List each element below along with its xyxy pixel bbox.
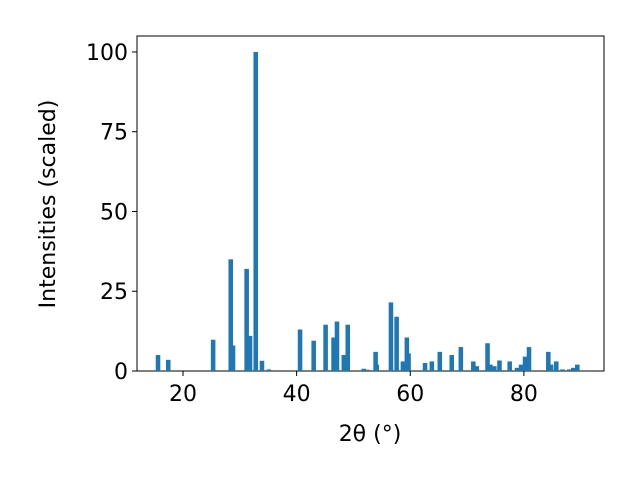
bar — [406, 353, 411, 371]
bar — [297, 329, 303, 371]
bar — [422, 363, 428, 371]
bar — [497, 360, 502, 371]
bar — [518, 364, 524, 371]
y-tick-label: 100 — [86, 41, 128, 66]
y-tick-label: 50 — [100, 200, 128, 225]
bar — [323, 324, 328, 371]
bar — [228, 259, 234, 371]
bar — [374, 364, 380, 371]
bar — [373, 351, 378, 371]
bar — [548, 364, 554, 371]
bar — [575, 364, 580, 371]
bar — [474, 366, 480, 371]
bar — [388, 302, 394, 371]
bar — [165, 359, 171, 371]
bar — [247, 335, 253, 371]
bar — [253, 51, 259, 371]
bar — [492, 366, 497, 371]
bar — [230, 345, 236, 371]
bar — [334, 321, 340, 371]
y-axis-label: Intensities (scaled) — [36, 100, 61, 309]
x-tick-label: 40 — [283, 382, 311, 407]
bar — [514, 367, 520, 371]
bar — [546, 351, 551, 371]
bar — [560, 369, 565, 371]
bar — [507, 361, 512, 371]
bar — [400, 361, 406, 371]
bar — [554, 361, 559, 371]
bar — [526, 347, 532, 371]
bar — [522, 356, 528, 371]
bar — [365, 369, 370, 371]
bar — [311, 340, 316, 371]
bar — [341, 355, 347, 371]
bar — [259, 360, 265, 371]
y-tick-label: 75 — [100, 121, 128, 146]
bar — [155, 355, 161, 371]
x-tick-label: 20 — [169, 382, 197, 407]
bar — [361, 368, 366, 371]
bar — [458, 347, 464, 371]
bar — [210, 339, 216, 371]
bar — [571, 367, 576, 371]
bar — [449, 355, 455, 371]
y-tick-label: 0 — [114, 360, 128, 385]
bar — [567, 369, 572, 371]
bar — [437, 351, 443, 371]
bar — [429, 361, 435, 371]
bar — [345, 324, 351, 371]
bar — [244, 268, 249, 371]
bar — [266, 369, 272, 371]
y-tick-label: 25 — [100, 280, 128, 305]
bar — [471, 361, 476, 371]
bar — [485, 343, 490, 371]
bar — [331, 337, 336, 371]
bar — [394, 316, 399, 371]
x-tick-label: 60 — [396, 382, 424, 407]
plot-frame — [136, 35, 605, 372]
bar — [488, 364, 493, 371]
x-axis-label: 2θ (°) — [339, 422, 402, 447]
x-tick-label: 80 — [510, 382, 538, 407]
